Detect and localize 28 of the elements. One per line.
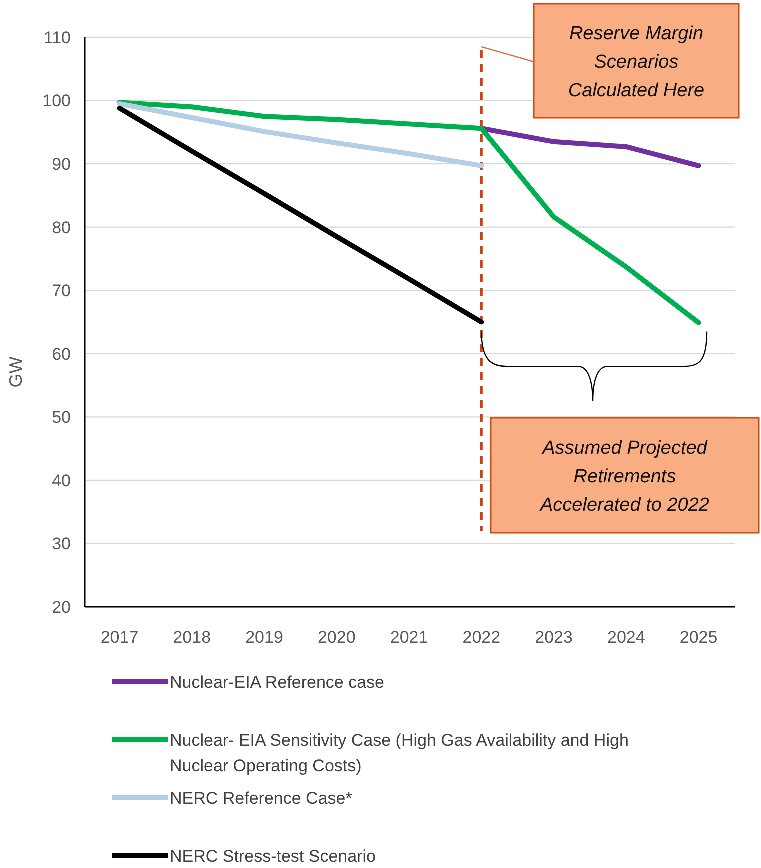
x-tick-label: 2020 (318, 628, 356, 647)
x-tick-label: 2025 (680, 628, 718, 647)
y-tick-label: 70 (52, 282, 71, 301)
x-tick-label: 2021 (390, 628, 428, 647)
x-tick-label: 2024 (608, 628, 646, 647)
y-tick-label: 30 (52, 534, 71, 554)
y-tick-label: 90 (52, 155, 71, 174)
y-tick-label: 100 (42, 92, 71, 111)
callout-box: Reserve Margin Scenarios Calculated Here (533, 3, 740, 119)
legend-label: Nuclear- EIA Sensitivity Case (High Gas Availability and High Nuclear Operating Costs) (170, 730, 629, 776)
x-tick-label: 2017 (100, 628, 139, 647)
legend-label: Nuclear-EIA Reference case (170, 672, 384, 692)
callout-box: Assumed Projected Retirements Accelerated to 2022 (490, 417, 760, 534)
legend-label: NERC Stress-test Scenario (170, 846, 376, 866)
x-tick-label: 2018 (173, 628, 212, 647)
y-tick-label: 40 (52, 471, 71, 490)
x-tick-label: 2023 (535, 628, 573, 647)
x-tick-label: 2022 (462, 628, 501, 647)
annotation: Assumed Projected Retirements Accelerated to 2022 (539, 438, 710, 516)
y-tick-label: 60 (52, 344, 71, 364)
legend-label: NERC Reference Case* (170, 788, 353, 808)
y-tick-label: 110 (44, 28, 71, 48)
y-tick-label: 20 (52, 598, 71, 617)
y-tick-label: 80 (52, 218, 71, 238)
y-axis-title: GW (6, 356, 26, 388)
annotation: Reserve Margin Scenarios Calculated Here (568, 24, 705, 102)
y-tick-label: 50 (52, 408, 71, 428)
x-tick-label: 2019 (246, 628, 284, 647)
